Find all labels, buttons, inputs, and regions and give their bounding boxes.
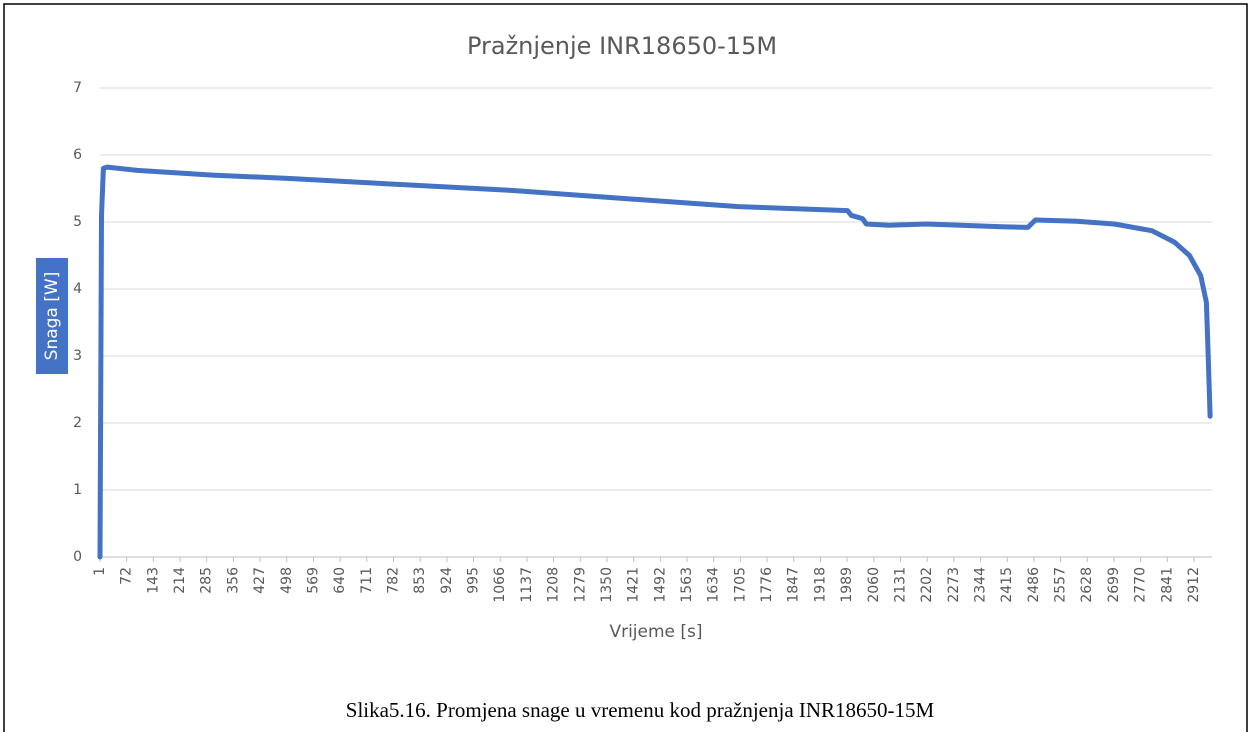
caption: Slika5.16. Promjena snage u vremenu kod … bbox=[346, 698, 935, 722]
x-tick-label: 498 bbox=[279, 567, 295, 594]
y-tick-label: 5 bbox=[73, 214, 82, 230]
x-tick-label: 2202 bbox=[919, 567, 935, 603]
x-tick-label: 1492 bbox=[652, 567, 668, 603]
x-tick-label: 356 bbox=[225, 567, 241, 594]
x-tick-label: 569 bbox=[305, 567, 321, 594]
x-tick-label: 2699 bbox=[1106, 567, 1122, 603]
x-tick-label: 1066 bbox=[492, 567, 508, 603]
x-tick-label: 2344 bbox=[973, 567, 989, 603]
data-line bbox=[97, 164, 1213, 560]
x-axis-title: Vrijeme [s] bbox=[609, 622, 702, 642]
y-tick-label: 2 bbox=[73, 415, 82, 431]
x-tick-label: 1 bbox=[92, 567, 108, 576]
x-tick-label: 1137 bbox=[519, 567, 535, 603]
x-tick-label: 285 bbox=[199, 567, 215, 594]
x-tick-label: 1421 bbox=[626, 567, 642, 603]
y-tick-label: 1 bbox=[73, 482, 82, 498]
y-axis-title-box bbox=[36, 258, 68, 374]
y-axis-title: Snaga [W] bbox=[42, 272, 62, 361]
x-tick-label: 853 bbox=[412, 567, 428, 594]
x-tick-label: 2131 bbox=[892, 567, 908, 603]
y-tick-label: 7 bbox=[73, 80, 82, 96]
x-tick-label: 72 bbox=[119, 567, 135, 585]
x-tick-label: 2060 bbox=[866, 567, 882, 603]
x-tick-label: 1563 bbox=[679, 567, 695, 603]
frame bbox=[3, 3, 1248, 732]
x-tick-label: 2770 bbox=[1133, 567, 1149, 603]
x-tick-label: 711 bbox=[359, 567, 375, 594]
x-tick-label: 2557 bbox=[1053, 567, 1069, 603]
x-tick-label: 2415 bbox=[999, 567, 1015, 603]
x-tick-label: 1705 bbox=[732, 567, 748, 603]
x-tick-label: 2486 bbox=[1026, 567, 1042, 603]
x-tick-label: 995 bbox=[466, 567, 482, 594]
x-tick-label: 1847 bbox=[786, 567, 802, 603]
x-tick-label: 782 bbox=[386, 567, 402, 594]
y-tick-label: 6 bbox=[73, 147, 82, 163]
chart-title: Pražnjenje INR18650-15M bbox=[467, 32, 777, 60]
x-tick-label: 1350 bbox=[599, 567, 615, 603]
x-tick-label: 1776 bbox=[759, 567, 775, 603]
x-tick-label: 924 bbox=[439, 567, 455, 594]
x-tick-label: 2628 bbox=[1079, 567, 1095, 603]
x-tick-label: 2273 bbox=[946, 567, 962, 603]
x-tick-label: 427 bbox=[252, 567, 268, 594]
x-tick-label: 640 bbox=[332, 567, 348, 594]
x-tick-label: 2841 bbox=[1159, 567, 1175, 603]
x-tick-label: 214 bbox=[172, 567, 188, 594]
x-tick-label: 2912 bbox=[1186, 567, 1202, 603]
x-tick-label: 1279 bbox=[572, 567, 588, 603]
y-tick-label: 3 bbox=[73, 348, 82, 364]
x-tick-label: 1989 bbox=[839, 567, 855, 603]
x-tick-label: 1918 bbox=[812, 567, 828, 603]
y-tick-label: 0 bbox=[73, 549, 82, 565]
x-tick-label: 1208 bbox=[546, 567, 562, 603]
x-tick-label: 1634 bbox=[706, 567, 722, 603]
x-tick-label: 143 bbox=[145, 567, 161, 594]
y-tick-label: 4 bbox=[73, 281, 82, 297]
